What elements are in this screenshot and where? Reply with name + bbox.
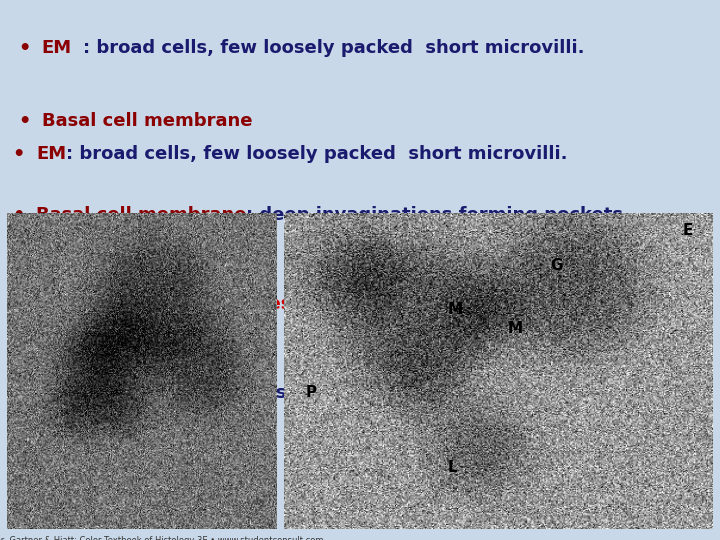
Text: lamina.: lamina. [36, 473, 111, 491]
Text: •: • [12, 145, 24, 164]
Text: : broad cells, few loosely packed  short microvilli.: : broad cells, few loosely packed short … [83, 39, 585, 57]
Text: •: • [18, 112, 30, 131]
Text: Basal cell membrane: Basal cell membrane [36, 206, 246, 224]
Text: E: E [683, 224, 693, 239]
Text: •: • [18, 39, 30, 58]
Text: M: M [447, 302, 462, 318]
Text: EM: EM [36, 145, 66, 163]
Text: macrophage: macrophage [36, 384, 161, 402]
Text: L: L [447, 460, 456, 475]
Text: occupied by: occupied by [36, 295, 163, 313]
Text: © Elsevier, Gartner & Hiatt: Color Textbook of Histology 3E • www.studentconsult: © Elsevier, Gartner & Hiatt: Color Textb… [0, 536, 324, 540]
Text: between itself and the underlying basal: between itself and the underlying basal [161, 384, 572, 402]
Text: and pseudopodia of: and pseudopodia of [292, 295, 498, 313]
Text: : broad cells, few loosely packed  short microvilli.: : broad cells, few loosely packed short … [66, 145, 567, 163]
Text: P: P [306, 384, 317, 400]
Text: lymphocytes: lymphocytes [163, 295, 292, 313]
Text: EM: EM [42, 39, 72, 57]
Text: G: G [550, 258, 562, 273]
Text: •: • [12, 206, 24, 225]
Text: : deep invaginations forming pockets: : deep invaginations forming pockets [246, 206, 624, 224]
Text: M: M [507, 321, 522, 336]
Text: Basal cell membrane: Basal cell membrane [42, 112, 252, 130]
